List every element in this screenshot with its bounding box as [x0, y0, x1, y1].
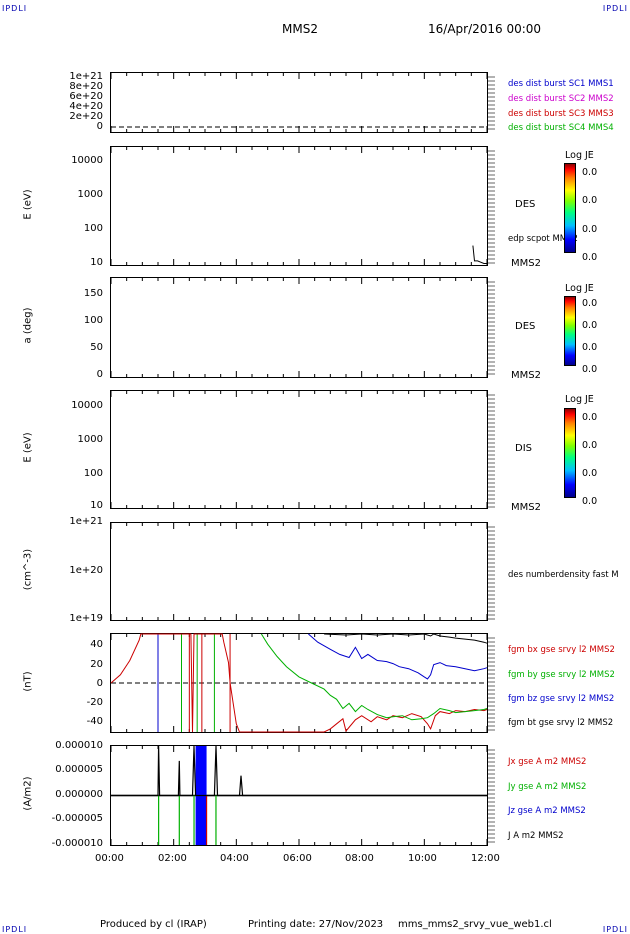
- p4-ytick: 1000: [77, 434, 103, 445]
- p2-ytick: 100: [83, 223, 103, 234]
- p3-colorbar-tick: 0.0: [582, 342, 598, 353]
- p1-ytick: 6e+20: [69, 91, 103, 102]
- spacecraft-title: MMS2: [282, 22, 318, 36]
- panel-dis-energy: [110, 390, 488, 509]
- p4-ytick: 10: [90, 500, 103, 511]
- p5-legend-density: des numberdensity fast M: [508, 570, 619, 580]
- corner-label-top-right: IPDLI: [602, 4, 628, 13]
- p6-series-line: [110, 633, 488, 733]
- p7-ytick: 0.000000: [55, 789, 103, 800]
- time-tick: 06:00: [283, 853, 312, 864]
- p3-colorbar-tick: 0.0: [582, 364, 598, 375]
- p4-instrument-label: DIS: [515, 443, 532, 454]
- panel-density: [110, 522, 488, 621]
- time-tick: 12:00: [471, 853, 500, 864]
- p5-ytick: 1e+21: [69, 516, 103, 527]
- p2-instrument-label: DES: [515, 199, 536, 210]
- p3-ytick: 0: [96, 369, 103, 380]
- p7-legend-j: J A m2 MMS2: [508, 831, 564, 841]
- p4-colorbar: [564, 408, 576, 498]
- p2-colorbar: [564, 163, 576, 253]
- p7-legend-jy: Jy gse A m2 MMS2: [508, 782, 587, 792]
- p2-ytick: 10000: [71, 155, 103, 166]
- p2-colorbar-tick: 0.0: [582, 167, 598, 178]
- p6-series-line: [308, 633, 488, 680]
- corner-label-bottom-left: IPDLI: [2, 925, 28, 934]
- p3-colorbar: [564, 296, 576, 366]
- p7-legend-jx: Jx gse A m2 MMS2: [508, 757, 587, 767]
- p3-ytick: 100: [83, 315, 103, 326]
- p2-scpot-line: [472, 245, 487, 264]
- p7-series-line: [111, 745, 487, 797]
- p4-colorbar-tick: 0.0: [582, 412, 598, 423]
- time-tick: 04:00: [220, 853, 249, 864]
- p2-colorbar-tick: 0.0: [582, 252, 598, 263]
- p3-instrument-label: DES: [515, 321, 536, 332]
- panel-des-dist-burst: [110, 72, 488, 133]
- p1-legend-mms4: des dist burst SC4 MMS4: [508, 123, 614, 133]
- p2-ytick: 10: [90, 257, 103, 268]
- p3-ytick: 50: [90, 342, 103, 353]
- p2-ytick: 1000: [77, 189, 103, 200]
- p4-colorbar-tick: 0.0: [582, 468, 598, 479]
- printing-date: Printing date: 27/Nov/2023: [248, 919, 384, 930]
- p1-legend-mms2: des dist burst SC2 MMS2: [508, 94, 614, 104]
- p6-ytick: -20: [86, 697, 103, 708]
- p6-legend-bz: fgm bz gse srvy l2 MMS2: [508, 694, 615, 704]
- p1-legend-mms3: des dist burst SC3 MMS3: [508, 109, 614, 119]
- p3-colorbar-tick: 0.0: [582, 320, 598, 331]
- p6-legend-by: fgm by gse srvy l2 MMS2: [508, 670, 615, 680]
- p2-scpot-label: edp scpot MMS2: [508, 234, 578, 244]
- p7-ytick: 0.000010: [55, 740, 103, 751]
- p4-colorbar-tick: 0.0: [582, 440, 598, 451]
- p1-ytick: 8e+20: [69, 81, 103, 92]
- p6-legend-bt: fgm bt gse srvy l2 MMS2: [508, 718, 614, 728]
- time-tick: 00:00: [95, 853, 124, 864]
- p3-spacecraft-label: MMS2: [511, 370, 541, 381]
- p3-colorbar-tick: 0.0: [582, 298, 598, 309]
- p7-ytick: -0.000005: [51, 813, 103, 824]
- p1-ytick: 4e+20: [69, 101, 103, 112]
- p7-ytick: 0.000005: [55, 764, 103, 775]
- p2-colorbar-tick: 0.0: [582, 224, 598, 235]
- time-tick: 08:00: [345, 853, 374, 864]
- p4-ytick: 10000: [71, 400, 103, 411]
- p6-ytick: 40: [90, 639, 103, 650]
- p1-ytick: 1e+21: [69, 71, 103, 82]
- p1-legend-mms1: des dist burst SC1 MMS1: [508, 79, 614, 89]
- date-title: 16/Apr/2016 00:00: [428, 22, 542, 36]
- panel-des-pitch-angle: [110, 277, 488, 378]
- corner-label-top-left: IPDLI: [2, 4, 28, 13]
- panel-des-energy: [110, 146, 488, 266]
- p4-spacecraft-label: MMS2: [511, 502, 541, 513]
- p3-ytick: 150: [83, 288, 103, 299]
- produced-by: Produced by cl (IRAP): [100, 919, 207, 930]
- p7-ytick: -0.000010: [51, 838, 103, 849]
- p4-colorbar-tick: 0.0: [582, 496, 598, 507]
- p6-ytick: 20: [90, 659, 103, 670]
- p7-legend-jz: Jz gse A m2 MMS2: [508, 806, 586, 816]
- p6-ytick: -40: [86, 716, 103, 727]
- time-tick: 10:00: [408, 853, 437, 864]
- p6-series-line: [260, 633, 488, 721]
- p2-colorbar-title: Log JE: [565, 150, 594, 161]
- p6-legend-bx: fgm bx gse srvy l2 MMS2: [508, 645, 615, 655]
- corner-label-bottom-right: IPDLI: [602, 925, 628, 934]
- p3-colorbar-title: Log JE: [565, 283, 594, 294]
- time-tick: 02:00: [158, 853, 187, 864]
- p1-ytick: 0: [96, 121, 103, 132]
- p2-colorbar-tick: 0.0: [582, 195, 598, 206]
- p2-spacecraft-label: MMS2: [511, 258, 541, 269]
- p5-ytick: 1e+19: [69, 613, 103, 624]
- p6-series-line: [324, 633, 488, 644]
- p4-colorbar-title: Log JE: [565, 394, 594, 405]
- p5-ytick: 1e+20: [69, 565, 103, 576]
- p1-ytick: 2e+20: [69, 111, 103, 122]
- p4-ytick: 100: [83, 468, 103, 479]
- file-name: mms_mms2_srvy_vue_web1.cl: [398, 919, 552, 930]
- p6-ytick: 0: [96, 678, 103, 689]
